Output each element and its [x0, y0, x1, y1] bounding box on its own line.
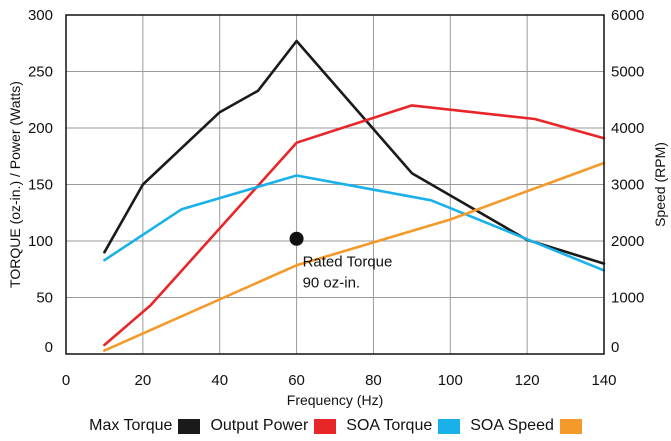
x-tick-label: 120 [515, 372, 540, 389]
legend: Max Torque Output Power SOA Torque SOA Spee… [0, 413, 671, 439]
y-left-tick-label: 100 [28, 233, 53, 250]
y-left-axis-title: TORQUE (oz-in.) / Power (Watts) [7, 81, 23, 288]
y-right-axis-title: Speed (RPM) [652, 142, 668, 227]
x-tick-label: 140 [591, 372, 616, 389]
legend-swatch [178, 418, 201, 434]
y-left-tick-label: 0 [45, 339, 53, 356]
legend-item-soa-torque: SOA Torque [346, 417, 461, 435]
x-tick-label: 0 [62, 372, 70, 389]
y-left-tick-label: 250 [28, 64, 53, 81]
x-tick-label: 40 [211, 372, 228, 389]
x-tick-label: 60 [288, 372, 305, 389]
annotation-text: Rated Torque [303, 254, 393, 271]
x-tick-label: 100 [438, 372, 463, 389]
y-left-axis-ticks: 0 50 100 150 200 250 300 [28, 7, 53, 356]
annotation-text: 90 oz-in. [303, 275, 361, 292]
y-left-tick-label: 200 [28, 120, 53, 137]
y-right-tick-label: 6000 [611, 7, 644, 24]
rated-torque-marker [289, 231, 304, 246]
x-tick-label: 20 [135, 372, 152, 389]
y-right-tick-label: 3000 [611, 177, 644, 194]
legend-swatch [559, 418, 582, 434]
legend-label: SOA Torque [346, 417, 433, 434]
legend-item-soa-speed: SOA Speed [470, 417, 582, 435]
y-right-axis-ticks: 0 1000 2000 3000 4000 5000 6000 [611, 7, 644, 356]
legend-label: Output Power [210, 417, 309, 434]
plot-frame [65, 14, 605, 355]
y-left-tick-label: 50 [36, 290, 53, 307]
legend-label: SOA Speed [470, 417, 554, 434]
y-right-tick-label: 1000 [611, 290, 644, 307]
series-line-max-torque [103, 39, 606, 265]
chart: 0 20 40 60 80 100 120 140 0 50 100 150 200 250 300 0 1… [7, 7, 668, 408]
legend-swatch [438, 418, 461, 434]
x-tick-label: 80 [365, 372, 382, 389]
legend-item-max-torque: Max Torque [89, 417, 201, 435]
legend-item-output-power: Output Power [210, 417, 337, 435]
series-layer [103, 39, 606, 352]
y-right-tick-label: 5000 [611, 64, 644, 81]
grid [66, 15, 604, 354]
series-line-soa-torque [103, 174, 606, 272]
y-left-tick-label: 300 [28, 7, 53, 24]
legend-label: Max Torque [89, 417, 173, 434]
y-right-tick-label: 4000 [611, 120, 644, 137]
y-right-tick-label: 2000 [611, 233, 644, 250]
legend-swatch [314, 418, 337, 434]
y-left-tick-label: 150 [28, 177, 53, 194]
y-right-tick-label: 0 [611, 339, 619, 356]
annotation-layer: Rated Torque 90 oz-in. [289, 231, 393, 292]
x-axis-title: Frequency (Hz) [287, 392, 383, 408]
x-axis-ticks: 0 20 40 60 80 100 120 140 [62, 372, 617, 389]
series-line-output-power [103, 104, 606, 347]
series-line-soa-speed [103, 161, 606, 352]
